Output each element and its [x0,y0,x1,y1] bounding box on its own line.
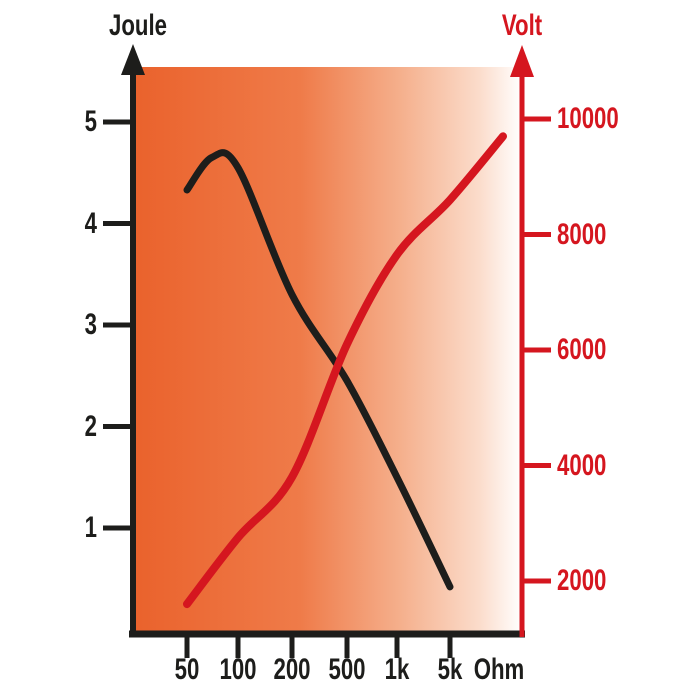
volt-curve [183,132,507,609]
curves-layer [183,132,507,609]
joule-tick-label: 2 [84,410,97,443]
x-tick-label: 5k [437,653,463,686]
x-axis-unit-label: Ohm [473,653,525,686]
volt-axis-arrow-icon [510,45,534,77]
x-tick-label: 100 [219,653,257,686]
joule-axis-arrow-icon [121,44,145,75]
right-axis-title: Volt [501,9,543,42]
joule-tick-label: 3 [84,308,97,341]
x-tick-label: 1k [384,653,410,686]
joule-tick-label: 1 [84,511,97,544]
volt-tick-label: 4000 [557,449,607,482]
joule-tick-label: 5 [84,105,97,138]
volt-tick-label: 2000 [557,564,607,597]
x-tick-label: 50 [174,653,200,686]
joule-tick-label: 4 [84,207,97,240]
left-axis-title: Joule [109,9,167,42]
volt-tick-label: 10000 [557,102,619,135]
x-tick-label: 200 [273,653,311,686]
joule-curve [183,149,454,591]
x-tick-label: 500 [328,653,366,686]
volt-tick-label: 6000 [557,333,607,366]
volt-tick-label: 8000 [557,218,607,251]
ticks-layer [103,116,551,658]
